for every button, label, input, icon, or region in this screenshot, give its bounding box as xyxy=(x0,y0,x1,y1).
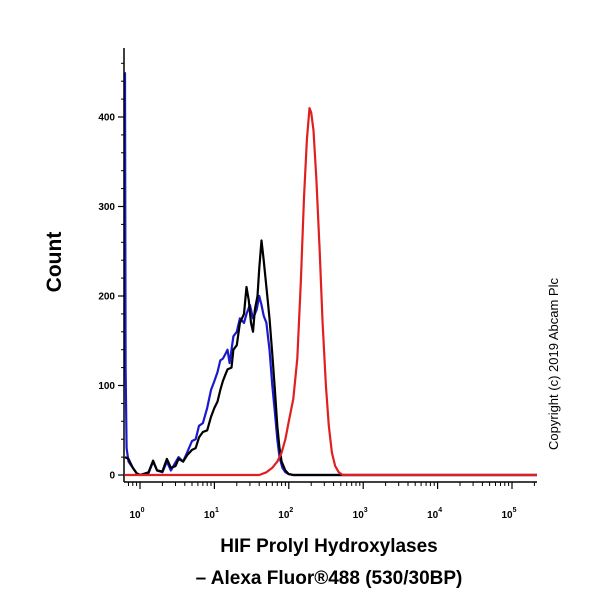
x-tick-base: 10 xyxy=(427,510,439,521)
x-tick-base: 10 xyxy=(353,510,365,521)
x-tick-marks xyxy=(127,482,535,489)
x-tick-label: 101 xyxy=(204,507,219,521)
series-line-1 xyxy=(124,239,537,477)
x-tick-base: 10 xyxy=(278,510,290,521)
x-tick-label: 100 xyxy=(129,507,144,521)
x-tick-exponent: 0 xyxy=(141,507,145,514)
x-tick-exponent: 3 xyxy=(364,507,368,514)
y-tick-label: 0 xyxy=(109,471,115,482)
series-line-2 xyxy=(125,107,537,477)
y-tick-label: 400 xyxy=(98,113,115,124)
x-tick-labels: 100 101 102 103 104 105 xyxy=(129,507,516,521)
series-layer xyxy=(123,72,537,477)
series-line-0 xyxy=(123,72,537,477)
x-axis-label-line1: HIF Prolyl Hydroxylases xyxy=(220,536,438,557)
x-tick-exponent: 5 xyxy=(513,507,517,514)
x-tick-base: 10 xyxy=(501,510,513,521)
x-tick-label: 103 xyxy=(353,507,368,521)
x-tick-base: 10 xyxy=(129,510,141,521)
x-tick-exponent: 2 xyxy=(289,507,293,514)
x-tick-exponent: 4 xyxy=(438,507,442,514)
y-tick-label: 300 xyxy=(98,202,115,213)
x-tick-label: 104 xyxy=(427,507,442,521)
y-tick-label: 200 xyxy=(98,292,115,303)
x-tick-label: 105 xyxy=(501,507,516,521)
x-tick-label: 102 xyxy=(278,507,293,521)
y-tick-labels: 0 100 200 300 400 xyxy=(98,113,115,482)
y-tick-marks xyxy=(118,62,124,476)
plot-area xyxy=(118,48,537,489)
x-tick-exponent: 1 xyxy=(215,507,219,514)
x-axis-label-line2: – Alexa Fluor®488 (530/30BP) xyxy=(196,568,463,589)
copyright-text: Copyright (c) 2019 Abcam Plc xyxy=(546,278,561,450)
x-tick-base: 10 xyxy=(204,510,216,521)
y-axis-label: Count xyxy=(43,232,66,293)
y-tick-label: 100 xyxy=(98,381,115,392)
